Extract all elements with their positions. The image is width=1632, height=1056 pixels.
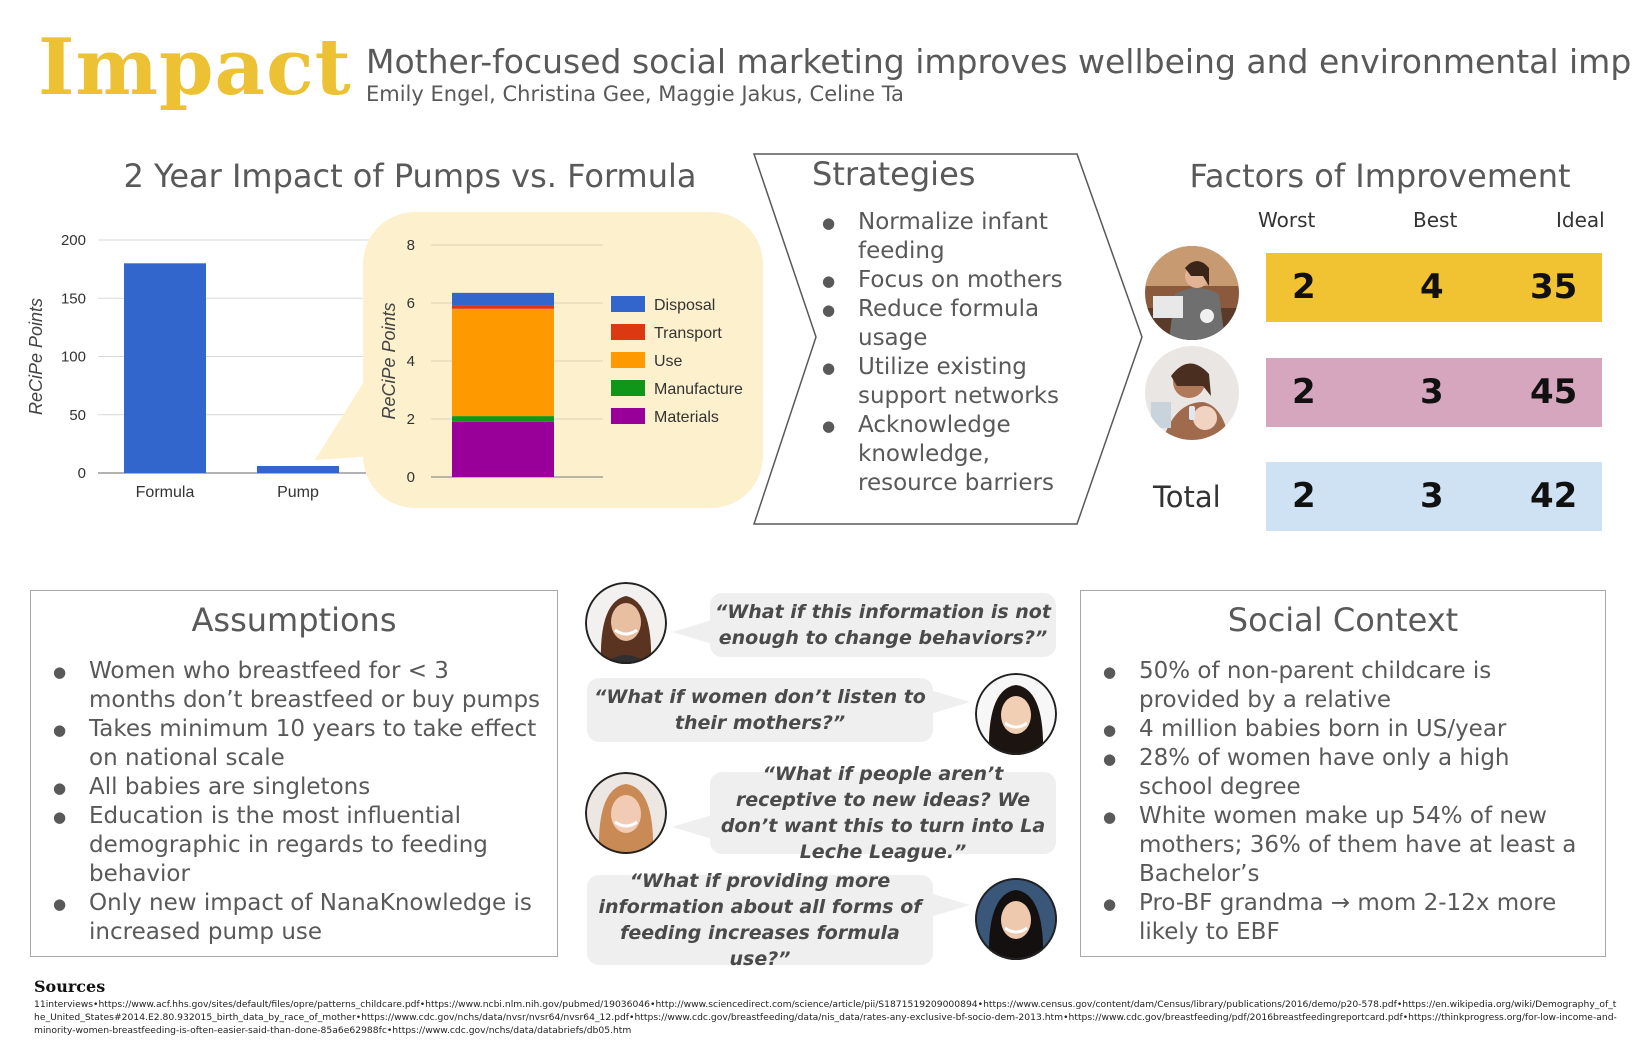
legend-label-transport: Transport — [654, 325, 722, 342]
factors-total-label: Total — [1153, 480, 1221, 514]
strategy-item: Normalize infant feeding — [822, 208, 1092, 266]
y-tick-label: 100 — [61, 349, 86, 366]
mother-feeding-baby-avatar — [1145, 346, 1239, 440]
poster-brand-title: Impact — [38, 22, 352, 113]
x-tick-label: Pump — [277, 484, 319, 501]
factors-row-1: 2 4 35 — [1266, 253, 1602, 322]
factors-row-2-best: 3 — [1420, 372, 1444, 412]
inset-y-tick-label: 4 — [407, 353, 415, 370]
y-tick-label: 150 — [61, 290, 86, 307]
legend-label-materials: Materials — [654, 409, 719, 426]
stack-segment-use — [452, 308, 554, 417]
legend-swatch-disposal — [611, 296, 645, 312]
strategy-item: Focus on mothers — [822, 266, 1092, 296]
strategy-item: Acknowledge knowledge, resource barriers — [822, 411, 1092, 498]
quote-bubble-2: “What if women don’t listen to their mot… — [587, 678, 933, 742]
factors-total-worst: 2 — [1292, 476, 1316, 516]
woman-portrait-avatar-4 — [975, 878, 1057, 960]
inset-callout-bubble — [363, 212, 763, 508]
y-tick-label: 50 — [69, 407, 86, 424]
quote-tail-2 — [930, 690, 970, 714]
inset-y-tick-label: 6 — [407, 295, 415, 312]
social-context-list: 50% of non-parent childcare is provided … — [1103, 657, 1589, 947]
factors-col-best: Best — [1413, 208, 1458, 232]
legend-label-manufacture: Manufacture — [654, 381, 743, 398]
assumption-item: Women who breastfeed for < 3 months don’… — [53, 657, 541, 715]
social-context-title: Social Context — [1227, 601, 1459, 639]
poster-authors: Emily Engel, Christina Gee, Maggie Jakus… — [366, 82, 904, 106]
assumption-item: Education is the most influential demogr… — [53, 802, 541, 889]
quote-text-3: “What if people aren’t receptive to new … — [720, 763, 1046, 863]
factors-total-best: 3 — [1420, 476, 1444, 516]
strategies-list: Normalize infant feeding Focus on mother… — [822, 208, 1092, 498]
factors-total-ideal: 42 — [1530, 476, 1578, 516]
y-axis-label: ReCiPe Points — [26, 298, 46, 415]
quote-tail-1 — [672, 620, 712, 644]
social-context-item: Pro-BF grandma → mom 2-12x more likely t… — [1103, 889, 1589, 947]
bar-formula — [124, 263, 206, 473]
strategy-item: Utilize existing support networks — [822, 353, 1092, 411]
quote-tail-4 — [930, 893, 970, 917]
factors-row-2-ideal: 45 — [1530, 372, 1578, 412]
poster-headline: Mother-focused social marketing improves… — [366, 42, 1632, 81]
quote-text-4: “What if providing more information abou… — [598, 870, 922, 970]
woman-portrait-avatar-2 — [975, 673, 1057, 755]
stack-segment-materials — [452, 421, 554, 477]
stack-segment-disposal — [452, 292, 554, 306]
factors-row-1-ideal: 35 — [1530, 267, 1578, 307]
sources-title: Sources — [34, 977, 106, 996]
factors-col-worst: Worst — [1258, 208, 1316, 232]
social-context-item: 4 million babies born in US/year — [1103, 715, 1589, 745]
factors-row-1-best: 4 — [1420, 267, 1444, 307]
assumptions-list: Women who breastfeed for < 3 months don’… — [53, 657, 541, 947]
factors-row-total: 2 3 42 — [1266, 462, 1602, 531]
y-tick-label: 0 — [78, 465, 86, 482]
strategy-item: Reduce formula usage — [822, 295, 1092, 353]
legend-swatch-transport — [611, 324, 645, 340]
sources-text: 11interviews•https://www.acf.hhs.gov/sit… — [34, 999, 1617, 1036]
quote-tail-3 — [672, 815, 712, 839]
assumptions-title: Assumptions — [191, 601, 397, 639]
legend-swatch-materials — [611, 408, 645, 424]
woman-portrait-avatar-1 — [585, 582, 667, 664]
inset-y-axis-label: ReCiPe Points — [379, 302, 399, 419]
bar-pump — [257, 466, 339, 473]
stack-segment-manufacture — [452, 416, 554, 422]
main-bar-chart: 0 50 100 150 200 Formula Pump ReCiPe Points — [26, 232, 370, 501]
woman-portrait-avatar-3 — [585, 772, 667, 854]
assumption-item: Takes minimum 10 years to take effect on… — [53, 715, 541, 773]
y-tick-label: 200 — [61, 232, 86, 249]
stack-segment-transport — [452, 305, 554, 309]
x-tick-label: Formula — [136, 484, 195, 501]
quote-bubble-3: “What if people aren’t receptive to new … — [710, 763, 1056, 863]
social-context-box: Social Context 50% of non-parent childca… — [1080, 590, 1606, 957]
social-context-item: 28% of women have only a high school deg… — [1103, 744, 1589, 802]
inset-y-tick-label: 8 — [407, 237, 415, 254]
mother-pumping-avatar — [1145, 246, 1239, 340]
assumption-item: Only new impact of NanaKnowledge is incr… — [53, 889, 541, 947]
social-context-item: 50% of non-parent childcare is provided … — [1103, 657, 1589, 715]
assumption-item: All babies are singletons — [53, 773, 541, 803]
legend-label-use: Use — [654, 353, 683, 370]
factors-col-ideal: Ideal — [1556, 208, 1605, 232]
factors-row-2: 2 3 45 — [1266, 358, 1602, 427]
quote-bubble-4: “What if providing more information abou… — [587, 870, 933, 970]
factors-row-1-worst: 2 — [1292, 267, 1316, 307]
quote-text-1: “What if this information is not enough … — [715, 601, 1051, 649]
social-context-item: White women make up 54% of new mothers; … — [1103, 802, 1589, 889]
inset-stacked-bar-chart: 0 2 4 6 8 ReCiPe Points Disposal Transport Use Ma… — [379, 237, 743, 486]
factors-title: Factors of Improvement — [1189, 157, 1571, 195]
assumptions-box: Assumptions Women who breastfeed for < 3… — [30, 590, 558, 957]
inset-y-tick-label: 2 — [407, 411, 415, 428]
chart-title: 2 Year Impact of Pumps vs. Formula — [123, 157, 697, 195]
strategies-title: Strategies — [812, 155, 976, 193]
inset-y-tick-label: 0 — [407, 469, 415, 486]
factors-row-2-worst: 2 — [1292, 372, 1316, 412]
legend-swatch-manufacture — [611, 380, 645, 396]
legend-swatch-use — [611, 352, 645, 368]
quote-bubble-1: “What if this information is not enough … — [710, 593, 1056, 657]
legend-label-disposal: Disposal — [654, 297, 715, 314]
quote-text-2: “What if women don’t listen to their mot… — [594, 686, 926, 734]
